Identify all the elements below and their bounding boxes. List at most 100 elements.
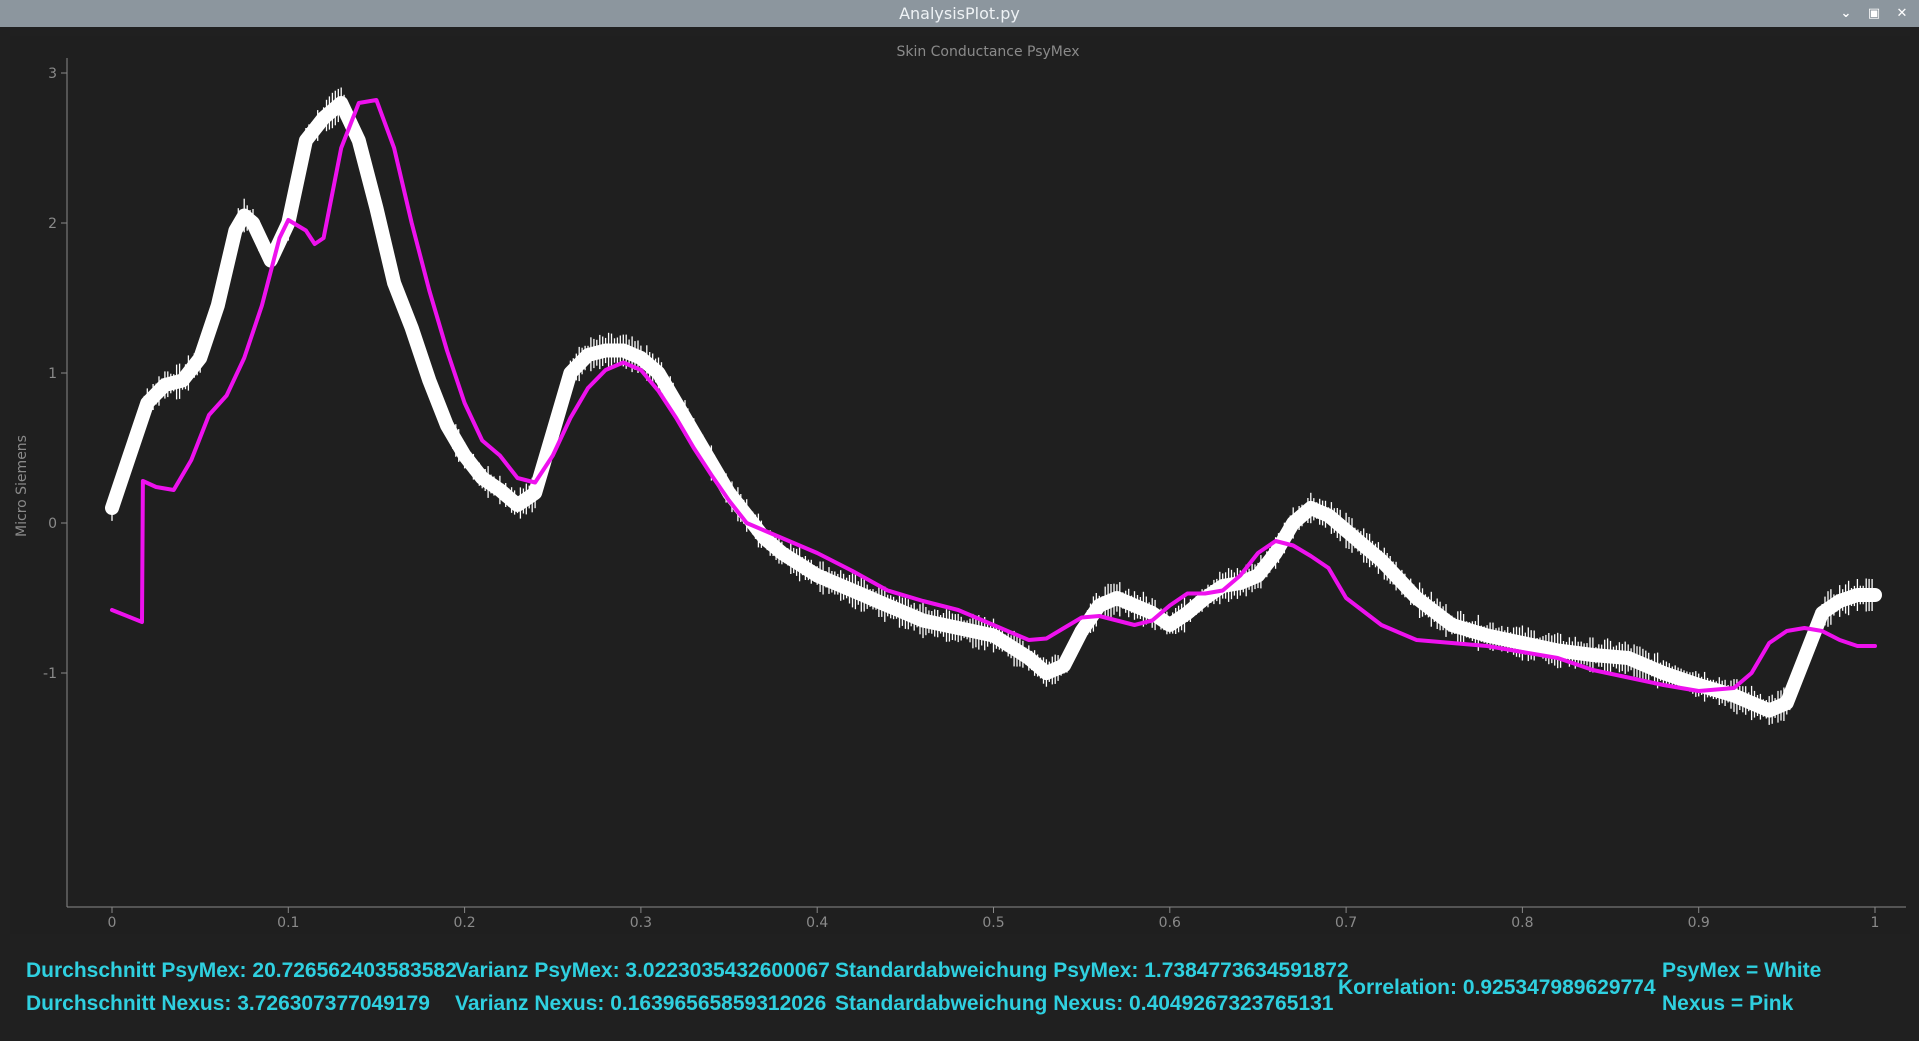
data-point <box>375 207 378 209</box>
data-point <box>675 402 678 404</box>
data-point <box>1151 619 1153 622</box>
data-point <box>393 282 396 284</box>
data-point <box>1450 624 1453 626</box>
data-point <box>1204 597 1207 599</box>
data-point <box>446 424 448 427</box>
data-point <box>1151 612 1154 614</box>
data-point <box>675 417 677 419</box>
data-point <box>1592 669 1594 671</box>
data-point <box>1856 645 1859 647</box>
data-point <box>199 357 202 359</box>
data-point <box>745 514 748 517</box>
data-point <box>1133 624 1136 626</box>
x-tick-label: 0.2 <box>453 915 475 931</box>
data-point <box>622 361 625 364</box>
data-point <box>155 486 157 488</box>
data-point <box>1856 594 1859 596</box>
data-point <box>1521 642 1524 644</box>
data-point <box>322 117 325 119</box>
data-point <box>181 379 184 382</box>
data-point <box>516 504 519 506</box>
data-point <box>1733 687 1735 689</box>
data-point <box>692 432 695 434</box>
data-point <box>1733 694 1735 697</box>
data-point <box>481 477 484 479</box>
data-point <box>1415 639 1418 641</box>
mean-psymex: Durchschnitt PsyMex: 20.726562403583582 <box>26 959 457 982</box>
data-point <box>728 499 730 502</box>
data-point <box>1274 540 1277 542</box>
close-icon[interactable]: ✕ <box>1896 5 1908 21</box>
data-point <box>1098 604 1101 607</box>
data-point <box>1345 597 1347 599</box>
data-point <box>1186 592 1189 595</box>
data-point <box>1186 612 1189 614</box>
data-point <box>657 390 660 392</box>
data-point <box>1803 627 1806 629</box>
data-point <box>992 624 995 626</box>
data-point <box>1345 529 1348 532</box>
y-tick-label: -1 <box>43 666 57 682</box>
data-point <box>322 237 325 239</box>
data-point <box>604 349 607 352</box>
data-point <box>1045 637 1048 640</box>
data-point <box>1486 645 1488 647</box>
data-point <box>208 414 210 416</box>
data-point <box>1239 574 1242 577</box>
data-point <box>1168 624 1171 626</box>
data-point <box>304 139 307 142</box>
data-point <box>1028 639 1030 641</box>
data-point <box>622 349 625 352</box>
data-point <box>780 552 783 554</box>
x-tick-label: 1 <box>1871 915 1880 931</box>
data-point <box>142 480 144 482</box>
data-point <box>816 552 818 554</box>
data-point <box>1785 702 1788 704</box>
window-titlebar: AnalysisPlot.py ⌄ ▣ ✕ <box>0 0 1919 27</box>
data-point <box>657 372 660 374</box>
data-point <box>1556 649 1559 652</box>
data-point <box>1116 619 1118 622</box>
stddev-nexus: Standardabweichung Nexus: 0.404926732376… <box>835 992 1334 1015</box>
data-point <box>851 570 854 572</box>
data-point <box>1838 639 1841 641</box>
data-point <box>534 492 537 494</box>
data-point <box>428 379 431 382</box>
x-tick-label: 0.3 <box>630 915 652 931</box>
data-point <box>498 489 501 491</box>
data-point <box>587 387 589 389</box>
data-point <box>957 627 960 629</box>
data-point <box>163 384 166 386</box>
data-point <box>763 537 766 539</box>
window-title: AnalysisPlot.py <box>899 4 1020 23</box>
data-point <box>1556 657 1559 659</box>
data-point <box>1768 709 1771 712</box>
data-point <box>375 99 378 101</box>
data-point <box>146 402 149 404</box>
y-tick-label: 3 <box>48 66 57 82</box>
minimize-icon[interactable]: ⌄ <box>1840 5 1852 21</box>
data-point <box>816 574 819 577</box>
mean-nexus: Durchschnitt Nexus: 3.726307377049179 <box>26 992 430 1015</box>
data-point <box>922 619 924 622</box>
data-point <box>1098 615 1101 617</box>
y-tick-label: 2 <box>48 216 57 232</box>
x-tick-label: 0.1 <box>277 915 299 931</box>
data-point <box>111 609 113 611</box>
data-point <box>358 102 360 104</box>
x-tick-label: 0.4 <box>806 915 828 931</box>
data-point <box>1292 544 1294 547</box>
data-point <box>269 259 272 262</box>
variance-psymex: Varianz PsyMex: 3.0223035432600067 <box>455 959 830 982</box>
legend-nexus: Nexus = Pink <box>1662 992 1794 1015</box>
maximize-icon[interactable]: ▣ <box>1867 5 1881 21</box>
data-point <box>1310 555 1312 557</box>
data-point <box>587 354 589 356</box>
data-point <box>1415 597 1418 599</box>
data-point <box>428 289 431 292</box>
data-point <box>710 474 713 476</box>
data-point <box>992 634 995 637</box>
data-point <box>552 454 554 457</box>
